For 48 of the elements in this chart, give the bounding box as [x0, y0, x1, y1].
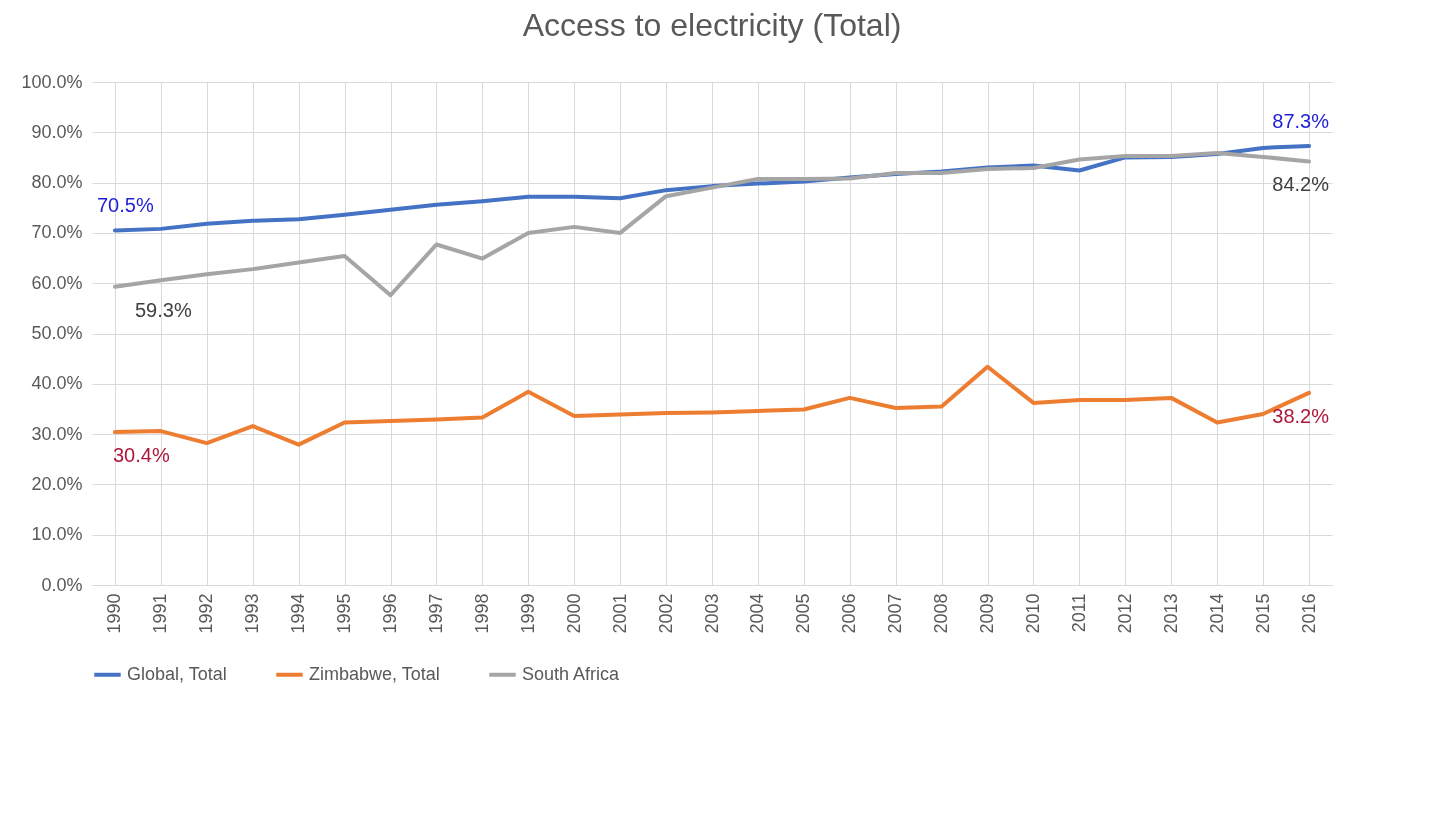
x-tick-label: 2007 [885, 593, 906, 634]
y-tick-label: 90.0% [31, 121, 83, 142]
y-tick-label: 0.0% [41, 574, 83, 595]
x-tick-label: 1998 [471, 593, 492, 634]
x-tick-label: 1995 [334, 593, 355, 634]
x-tick-label: 2013 [1160, 593, 1181, 634]
x-tick-label: 2008 [931, 593, 952, 634]
legend-label: South Africa [522, 663, 621, 684]
y-tick-label: 80.0% [31, 172, 83, 193]
data-label: 84.2% [1272, 173, 1330, 196]
x-tick-label: 2005 [793, 593, 814, 634]
x-tick-label: 1997 [425, 593, 446, 634]
x-tick-label: 2016 [1298, 593, 1319, 634]
data-label: 70.5% [96, 194, 154, 217]
x-tick-label: 1999 [517, 593, 538, 634]
y-tick-label: 40.0% [31, 373, 83, 394]
x-tick-label: 2001 [609, 593, 630, 634]
legend-label: Global, Total [127, 663, 227, 684]
x-tick-label: 1990 [104, 593, 125, 634]
x-tick-label: 2004 [747, 593, 768, 634]
x-tick-label: 2009 [977, 593, 998, 634]
data-label: 38.2% [1272, 404, 1330, 427]
y-tick-label: 70.0% [31, 222, 83, 243]
x-tick-label: 2000 [563, 593, 584, 634]
x-tick-label: 1996 [380, 593, 401, 634]
x-tick-label: 2003 [701, 593, 722, 634]
x-tick-label: 2015 [1252, 593, 1273, 634]
x-tick-label: 2012 [1114, 593, 1135, 634]
x-tick-label: 2002 [655, 593, 676, 634]
y-tick-label: 100.0% [21, 71, 83, 92]
x-tick-label: 2014 [1206, 593, 1227, 634]
y-tick-label: 60.0% [31, 272, 83, 293]
y-tick-label: 20.0% [31, 473, 83, 494]
x-tick-label: 1994 [288, 593, 309, 634]
x-tick-label: 2011 [1068, 593, 1089, 633]
data-label: 30.4% [112, 444, 170, 467]
y-tick-label: 50.0% [31, 323, 83, 343]
legend-label: Zimbabwe, Total [309, 663, 440, 684]
x-tick-label: 1991 [150, 593, 171, 634]
data-label: 87.3% [1272, 109, 1330, 132]
x-tick-label: 1993 [242, 593, 263, 634]
x-tick-label: 1992 [196, 593, 217, 634]
x-tick-label: 2006 [839, 593, 860, 634]
x-tick-label: 2010 [1022, 593, 1043, 634]
chart-title: Access to electricity (Total) [522, 7, 902, 43]
y-tick-label: 10.0% [31, 524, 83, 545]
data-label: 59.3% [134, 298, 192, 321]
y-tick-label: 30.0% [31, 423, 83, 444]
